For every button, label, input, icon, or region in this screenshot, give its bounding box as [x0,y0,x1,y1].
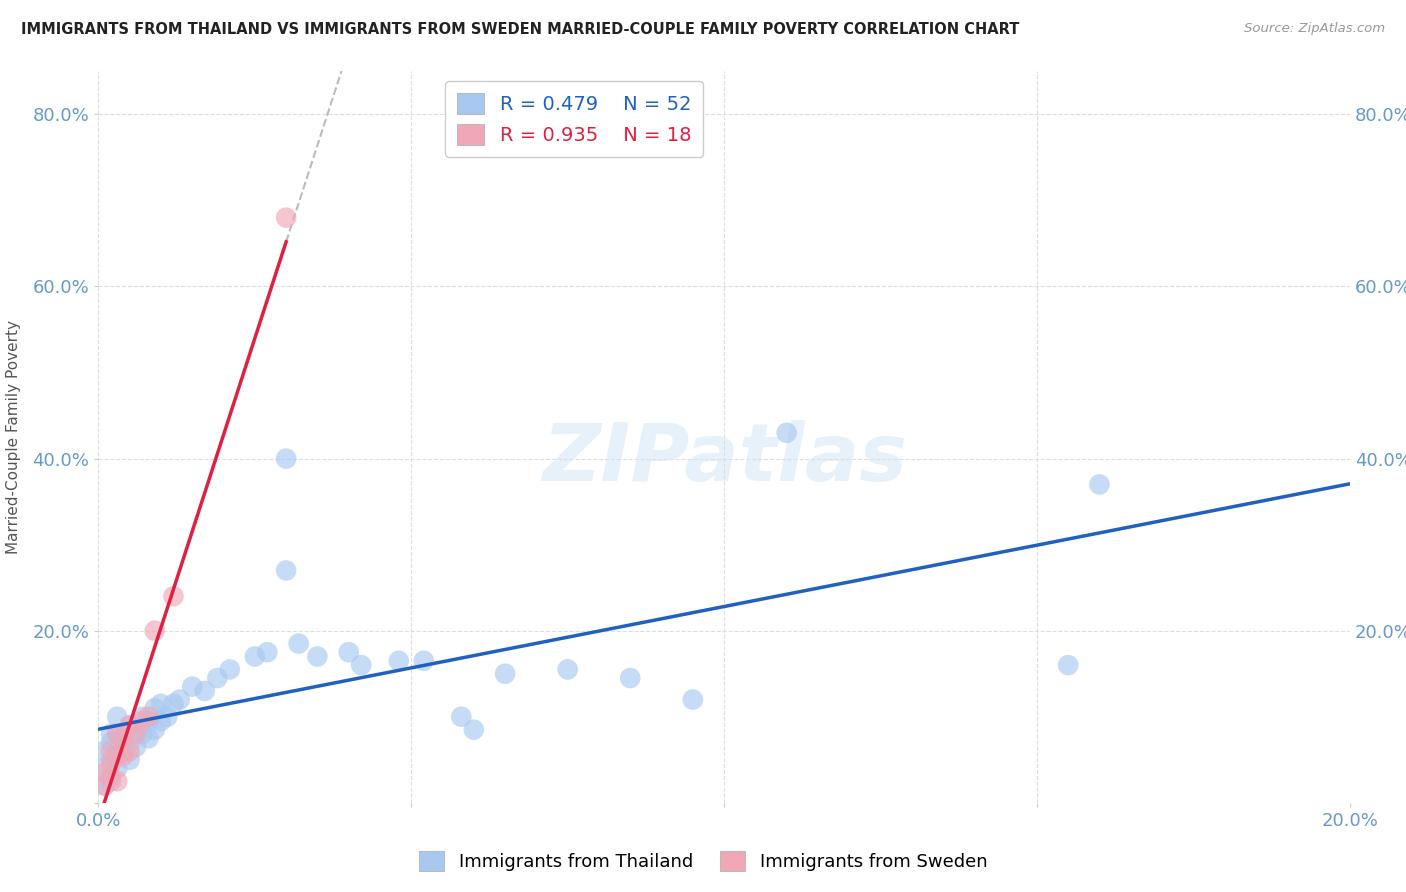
Point [93,779,115,793]
Point [169,692,191,706]
Point [337,645,360,659]
Point [557,662,579,676]
Point [125,739,148,754]
Point [125,727,148,741]
Point [93,744,115,758]
Point [100,757,122,772]
Point [218,662,240,676]
Point [350,658,373,673]
Point [105,727,128,741]
Point [100,770,122,784]
Point [93,761,115,775]
Point [112,744,135,758]
Y-axis label: Married-Couple Family Poverty: Married-Couple Family Poverty [7,320,21,554]
Point [287,637,309,651]
Point [100,735,122,749]
Point [682,692,704,706]
Point [93,779,115,793]
Point [181,680,204,694]
Point [112,731,135,746]
Text: Source: ZipAtlas.com: Source: ZipAtlas.com [1244,22,1385,36]
Point [274,564,298,578]
Point [100,774,122,789]
Point [256,645,278,659]
Point [143,624,166,638]
Point [388,654,411,668]
Point [776,425,799,440]
Point [150,697,173,711]
Point [131,710,153,724]
Point [131,727,153,741]
Point [274,211,298,225]
Point [194,684,217,698]
Point [138,731,160,746]
Point [112,748,135,763]
Point [162,589,184,603]
Point [105,748,128,763]
Point [105,710,128,724]
Text: ZIPatlas: ZIPatlas [541,420,907,498]
Point [125,723,148,737]
Point [112,731,135,746]
Point [143,723,166,737]
Point [1088,477,1111,491]
Point [138,714,160,728]
Point [274,451,298,466]
Point [118,753,141,767]
Point [494,666,516,681]
Point [463,723,485,737]
Point [105,744,128,758]
Point [143,701,166,715]
Point [138,710,160,724]
Text: IMMIGRANTS FROM THAILAND VS IMMIGRANTS FROM SWEDEN MARRIED-COUPLE FAMILY POVERTY: IMMIGRANTS FROM THAILAND VS IMMIGRANTS F… [21,22,1019,37]
Point [156,710,179,724]
Point [105,774,128,789]
Point [307,649,329,664]
Point [93,765,115,780]
Point [118,735,141,749]
Point [100,753,122,767]
Point [100,727,122,741]
Legend: R = 0.479    N = 52, R = 0.935    N = 18: R = 0.479 N = 52, R = 0.935 N = 18 [446,81,703,156]
Point [619,671,641,685]
Point [412,654,434,668]
Point [1057,658,1080,673]
Point [162,697,184,711]
Point [118,744,141,758]
Point [118,718,141,732]
Point [207,671,229,685]
Point [131,714,153,728]
Point [105,727,128,741]
Point [118,718,141,732]
Point [100,744,122,758]
Legend: Immigrants from Thailand, Immigrants from Sweden: Immigrants from Thailand, Immigrants fro… [412,844,994,879]
Point [243,649,266,664]
Point [150,714,173,728]
Point [105,761,128,775]
Point [450,710,472,724]
